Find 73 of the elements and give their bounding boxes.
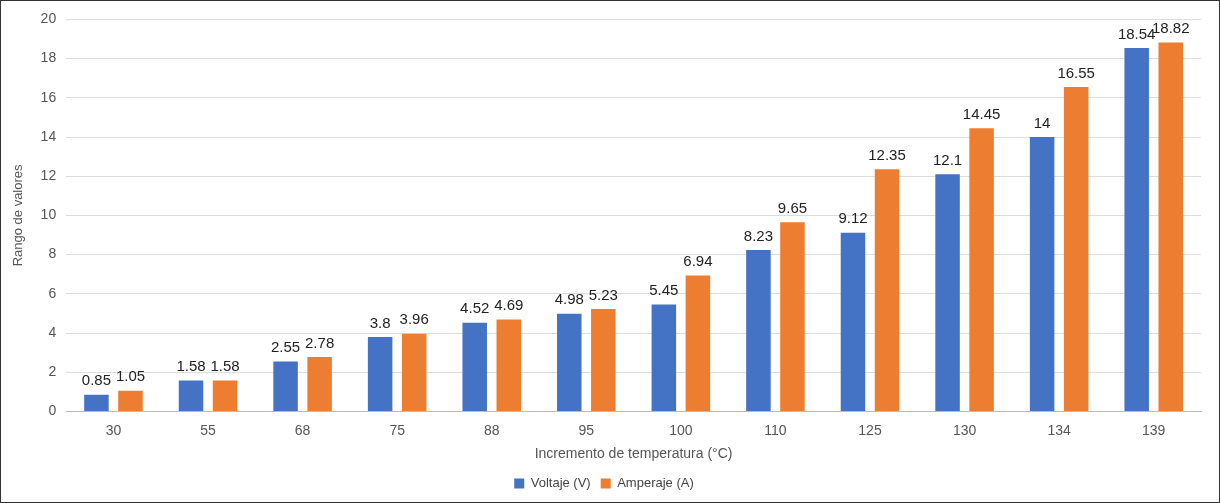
y-tick-label: 20: [40, 10, 57, 27]
bar: [496, 319, 522, 411]
data-label: 14: [1033, 113, 1051, 131]
y-tick-label: 4: [48, 323, 57, 340]
data-label: 6.94: [683, 252, 713, 270]
data-label: 12.1: [932, 150, 963, 168]
x-tick-label: 134: [1047, 421, 1072, 438]
x-tick-label: 55: [200, 421, 217, 438]
bar: [462, 322, 487, 411]
data-label: 1.58: [210, 357, 240, 375]
bar: [1124, 48, 1149, 411]
data-label: 14.45: [962, 104, 1001, 122]
y-tick-label: 10: [40, 206, 57, 223]
bar: [401, 333, 427, 411]
data-label: 3.8: [369, 313, 391, 331]
bar: [557, 313, 582, 411]
data-label: 12.35: [868, 145, 906, 163]
bar: [1029, 137, 1055, 411]
bar: [1158, 42, 1183, 411]
data-label: 8.23: [743, 226, 774, 244]
data-label: 0.85: [81, 371, 112, 389]
bar: [935, 174, 960, 411]
bar: [746, 250, 771, 411]
bar: [780, 222, 805, 411]
x-tick-label: 30: [105, 421, 122, 438]
data-label: 4.69: [494, 296, 524, 314]
y-tick-label: 0: [48, 402, 57, 419]
bar: [367, 336, 393, 411]
bar: [84, 394, 109, 411]
x-tick-label: 68: [294, 421, 311, 438]
data-label: 2.78: [305, 333, 335, 351]
x-tick-label: 110: [764, 421, 787, 438]
bar: [591, 308, 616, 411]
bar: [651, 304, 677, 411]
y-tick-label: 2: [48, 363, 57, 380]
data-label: 3.96: [399, 310, 429, 328]
x-tick-label: 88: [483, 421, 500, 438]
x-tick-label: 130: [952, 421, 977, 438]
data-label: 4.52: [460, 299, 490, 317]
y-tick-label: 14: [40, 127, 57, 144]
x-tick-label: 139: [1142, 421, 1166, 438]
legend-label: Voltaje (V): [530, 475, 591, 491]
x-tick-label: 100: [669, 421, 693, 438]
data-label: 1.05: [115, 367, 146, 385]
legend-label: Amperaje (A): [617, 475, 694, 491]
y-tick-label: 16: [40, 88, 57, 105]
y-tick-label: 12: [40, 167, 57, 184]
bar: [178, 380, 204, 411]
data-label: 16.55: [1057, 63, 1095, 81]
bar: [874, 169, 900, 411]
bar: [307, 356, 332, 411]
x-tick-label: 95: [578, 421, 595, 438]
y-tick-label: 18: [40, 49, 57, 66]
x-tick-label: 125: [858, 421, 882, 438]
data-label: 9.65: [777, 198, 808, 216]
data-label: 1.58: [176, 357, 206, 375]
bar: [1063, 87, 1089, 411]
data-label: 2.55: [270, 338, 301, 356]
bar: [118, 390, 143, 411]
bar: [840, 232, 866, 411]
bar: [685, 275, 711, 411]
bar: [969, 128, 994, 411]
data-label: 5.23: [588, 285, 618, 303]
data-label: 5.45: [649, 281, 679, 299]
x-axis-title: Incremento de temperatura (°C): [534, 445, 733, 462]
data-label: 9.12: [838, 209, 868, 227]
data-label: 4.98: [554, 290, 584, 308]
bar: [273, 361, 298, 411]
bar: [212, 380, 238, 411]
x-tick-label: 75: [389, 421, 406, 438]
y-axis-title: Rango de valores: [10, 163, 26, 267]
y-tick-label: 8: [48, 245, 57, 262]
y-tick-label: 6: [48, 284, 57, 301]
